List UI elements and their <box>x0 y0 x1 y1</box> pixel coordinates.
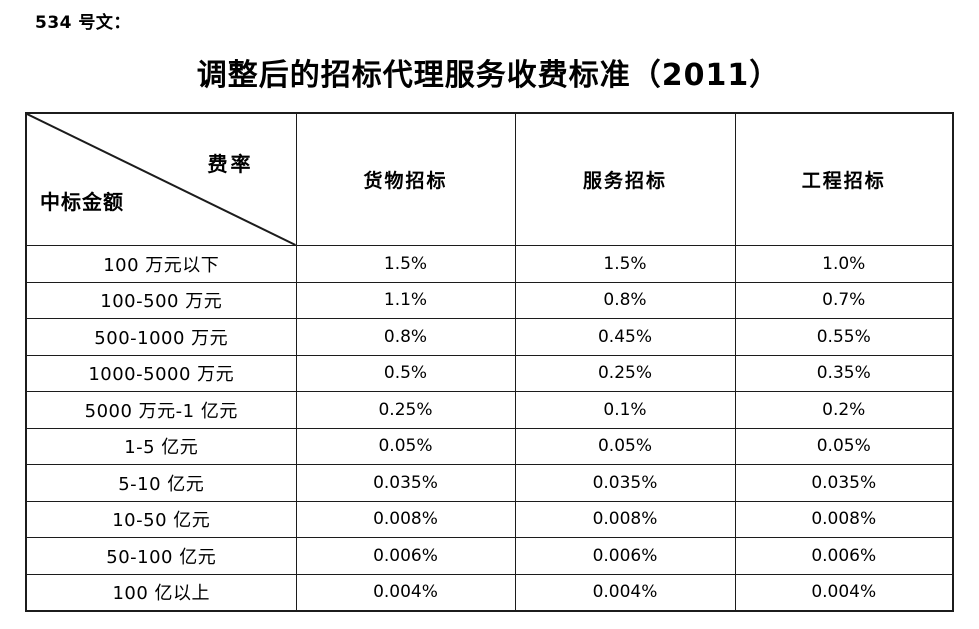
row-label: 5000 万元-1 亿元 <box>25 391 297 429</box>
row-label: 100 万元以下 <box>25 245 297 283</box>
rate-value: 0.05% <box>734 427 954 465</box>
corner-header-cell: 费率 中标金额 <box>25 112 297 246</box>
rate-value: 1.0% <box>734 245 954 283</box>
rate-value: 0.006% <box>734 537 954 575</box>
row-label: 100 亿以上 <box>25 573 297 612</box>
rate-value: 0.008% <box>295 500 516 538</box>
rate-value: 0.035% <box>295 464 516 502</box>
rate-value: 0.25% <box>514 354 736 392</box>
row-label: 10-50 亿元 <box>25 500 297 538</box>
row-label: 50-100 亿元 <box>25 537 297 575</box>
table-row: 100 亿以上 0.004% 0.004% 0.004% <box>25 573 954 612</box>
page-title: 调整后的招标代理服务收费标准（2011） <box>196 58 781 93</box>
table-row: 1-5 亿元 0.05% 0.05% 0.05% <box>25 427 954 465</box>
column-header-goods: 货物招标 <box>295 112 516 246</box>
rate-value: 0.8% <box>295 318 516 356</box>
rate-value: 0.004% <box>514 573 736 612</box>
rate-value: 0.008% <box>734 500 954 538</box>
rate-value: 0.25% <box>295 391 516 429</box>
table-row: 500-1000 万元 0.8% 0.45% 0.55% <box>25 318 954 356</box>
rate-value: 0.006% <box>295 537 516 575</box>
table-row: 5-10 亿元 0.035% 0.035% 0.035% <box>25 464 954 502</box>
corner-label-rate: 费率 <box>207 152 254 176</box>
row-label: 100-500 万元 <box>25 281 297 319</box>
rate-value: 0.006% <box>514 537 736 575</box>
rate-value: 0.2% <box>734 391 954 429</box>
rate-value: 0.35% <box>734 354 954 392</box>
row-label: 1-5 亿元 <box>25 427 297 465</box>
rate-value: 0.004% <box>295 573 516 612</box>
rate-value: 1.1% <box>295 281 516 319</box>
table-row: 5000 万元-1 亿元 0.25% 0.1% 0.2% <box>25 391 954 429</box>
rate-value: 0.1% <box>514 391 736 429</box>
doc-number: 534 号文： <box>35 13 131 33</box>
rate-value: 0.008% <box>514 500 736 538</box>
table-row: 100 万元以下 1.5% 1.5% 1.0% <box>25 245 954 283</box>
row-label: 500-1000 万元 <box>25 318 297 356</box>
table-row: 1000-5000 万元 0.5% 0.25% 0.35% <box>25 354 954 392</box>
rate-value: 0.004% <box>734 573 954 612</box>
table-body: 100 万元以下 1.5% 1.5% 1.0% 100-500 万元 1.1% 0.8% 0.… <box>25 245 954 612</box>
row-label: 5-10 亿元 <box>25 464 297 502</box>
header-row: 费率 中标金额 货物招标 服务招标 工程招标 <box>25 112 954 246</box>
rate-value: 0.05% <box>295 427 516 465</box>
rate-value: 0.035% <box>514 464 736 502</box>
diagonal-divider-line <box>27 114 296 245</box>
table-row: 100-500 万元 1.1% 0.8% 0.7% <box>25 281 954 319</box>
rate-value: 0.55% <box>734 318 954 356</box>
rate-value: 0.8% <box>514 281 736 319</box>
fee-rate-table: 费率 中标金额 货物招标 服务招标 工程招标 100 万元以下 1.5% 1.5% 1… <box>25 112 954 612</box>
rate-value: 1.5% <box>295 245 516 283</box>
table-row: 50-100 亿元 0.006% 0.006% 0.006% <box>25 537 954 575</box>
table-row: 10-50 亿元 0.008% 0.008% 0.008% <box>25 500 954 538</box>
rate-value: 0.45% <box>514 318 736 356</box>
column-header-services: 服务招标 <box>514 112 736 246</box>
rate-value: 0.05% <box>514 427 736 465</box>
rate-value: 1.5% <box>514 245 736 283</box>
corner-label-amount: 中标金额 <box>40 190 124 214</box>
rate-value: 0.035% <box>734 464 954 502</box>
column-header-engineering: 工程招标 <box>734 112 954 246</box>
rate-value: 0.5% <box>295 354 516 392</box>
row-label: 1000-5000 万元 <box>25 354 297 392</box>
rate-value: 0.7% <box>734 281 954 319</box>
